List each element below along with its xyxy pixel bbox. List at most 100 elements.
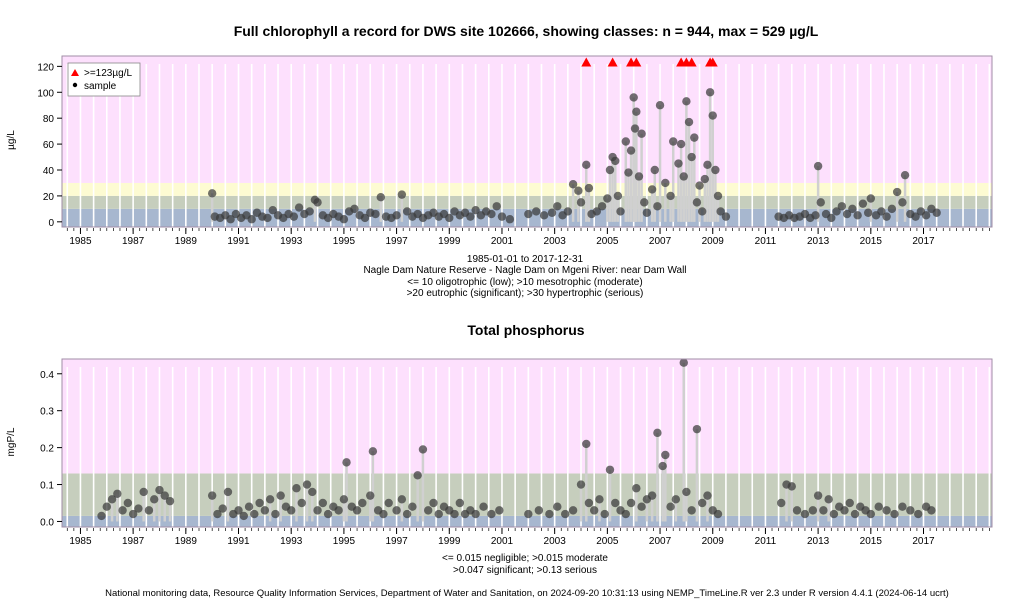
tp-data-point xyxy=(890,509,899,519)
tp-x-tick-label: 1989 xyxy=(175,536,198,547)
tp-caption-class-2: >0.047 significant; >0.13 serious xyxy=(453,565,597,576)
tp-data-point xyxy=(692,424,702,434)
chl-class-bands xyxy=(62,56,992,227)
chl-data-point xyxy=(911,212,920,221)
chl-x-tick-label: 1989 xyxy=(175,236,198,247)
chl-y-tick-label: 60 xyxy=(43,140,55,151)
tp-y-tick-label: 0.4 xyxy=(40,370,54,381)
tp-data-point xyxy=(819,506,828,515)
chl-caption-dates: 1985-01-01 to 2017-12-31 xyxy=(467,254,584,265)
chl-data-point xyxy=(505,215,515,224)
chl-data-point xyxy=(582,160,591,170)
tp-data-point xyxy=(866,509,876,519)
tp-data-point xyxy=(342,458,351,467)
chl-y-tick-label: 80 xyxy=(43,114,55,125)
chl-data-point xyxy=(637,129,646,138)
chl-data-point xyxy=(611,156,620,166)
chl-data-point xyxy=(263,213,272,223)
chl-data-point xyxy=(900,170,910,180)
chl-x-tick-label: 1999 xyxy=(438,236,461,247)
chl-x-tick-label: 1987 xyxy=(122,236,145,247)
chl-data-point xyxy=(679,172,688,181)
chl-data-point xyxy=(539,211,549,220)
tp-data-point xyxy=(450,509,459,519)
tp-data-point xyxy=(102,502,111,511)
tp-data-point xyxy=(234,506,243,515)
chl-data-point xyxy=(268,205,277,215)
tp-data-point xyxy=(713,509,723,519)
tp-data-point xyxy=(553,502,562,511)
tp-data-point xyxy=(647,491,657,500)
tp-data-point xyxy=(265,495,275,504)
chl-data-point xyxy=(705,88,715,97)
chl-data-point xyxy=(697,207,707,216)
tp-data-point xyxy=(408,502,417,511)
tp-data-point xyxy=(358,498,367,508)
tp-data-point xyxy=(829,509,839,519)
chl-x-tick-label: 2017 xyxy=(912,236,935,247)
tp-data-point xyxy=(882,506,891,515)
chl-y-tick-label: 100 xyxy=(37,88,54,99)
tp-data-point xyxy=(545,509,554,519)
tp-data-point xyxy=(287,506,296,515)
chl-data-point xyxy=(863,208,873,217)
tp-data-point xyxy=(534,506,544,515)
tp-data-point xyxy=(703,491,712,500)
tp-data-point xyxy=(339,495,349,504)
tp-data-point xyxy=(605,465,615,474)
tp-data-point xyxy=(568,506,578,515)
tp-data-point xyxy=(165,496,175,506)
tp-y-tick-label: 0.3 xyxy=(40,407,54,418)
tp-band-1 xyxy=(62,473,992,516)
tp-data-point xyxy=(808,506,818,515)
tp-data-point xyxy=(661,450,670,460)
tp-data-point xyxy=(576,480,586,489)
tp-y-tick-label: 0.0 xyxy=(40,517,54,528)
tp-data-point xyxy=(653,428,662,438)
tp-data-point xyxy=(302,480,312,489)
legend-triangle-icon xyxy=(71,69,79,76)
tp-data-point xyxy=(582,439,591,449)
chl-data-point xyxy=(661,178,670,188)
chl-x-tick-label: 1985 xyxy=(69,236,92,247)
chl-data-point xyxy=(632,107,641,116)
tp-data-point xyxy=(595,495,604,504)
tp-x-tick-label: 1999 xyxy=(438,536,461,547)
tp-data-point xyxy=(495,506,504,515)
tp-title: Total phosphorus xyxy=(467,322,584,338)
tp-data-point xyxy=(366,491,375,500)
chl-data-point xyxy=(605,165,615,175)
chl-data-point xyxy=(471,205,480,215)
chl-band-2 xyxy=(62,182,992,196)
tp-data-point xyxy=(632,484,641,493)
tp-data-point xyxy=(379,509,388,519)
tp-data-point xyxy=(840,506,849,515)
chl-flag-marker xyxy=(631,57,642,67)
chl-x-tick-label: 2009 xyxy=(702,236,725,247)
chl-data-point xyxy=(687,152,696,162)
tp-data-point xyxy=(561,509,570,519)
chl-data-point xyxy=(289,212,299,221)
chl-x-tick-label: 2015 xyxy=(860,236,883,247)
tp-class-bands xyxy=(62,359,992,527)
tp-data-point xyxy=(584,498,594,508)
tp-plot-frame xyxy=(61,358,993,528)
tp-x-tick-label: 1985 xyxy=(69,536,92,547)
tp-axes: 0.0 0.1 0.2 0.3 0.4 1985 1987 1989 1991 1993 1995 1… xyxy=(40,370,990,547)
tp-data-point xyxy=(134,504,143,513)
chl-data-point xyxy=(642,208,652,217)
tp-data-point xyxy=(792,506,802,515)
chl-data-point xyxy=(339,215,349,224)
tp-data-point xyxy=(218,504,227,513)
chl-data-point xyxy=(402,207,412,216)
tp-data-point xyxy=(914,509,923,519)
chl-data-point xyxy=(584,183,594,193)
tp-data-point xyxy=(276,491,285,500)
tp-data-point xyxy=(313,506,322,515)
tp-data-point xyxy=(682,487,691,497)
chl-caption-class-2: >20 eutrophic (significant); >30 hypertr… xyxy=(407,288,644,299)
chl-data-point xyxy=(574,186,583,195)
tp-data-point xyxy=(413,471,422,480)
chl-data-point xyxy=(445,213,454,223)
chl-flag-marker xyxy=(686,57,697,67)
